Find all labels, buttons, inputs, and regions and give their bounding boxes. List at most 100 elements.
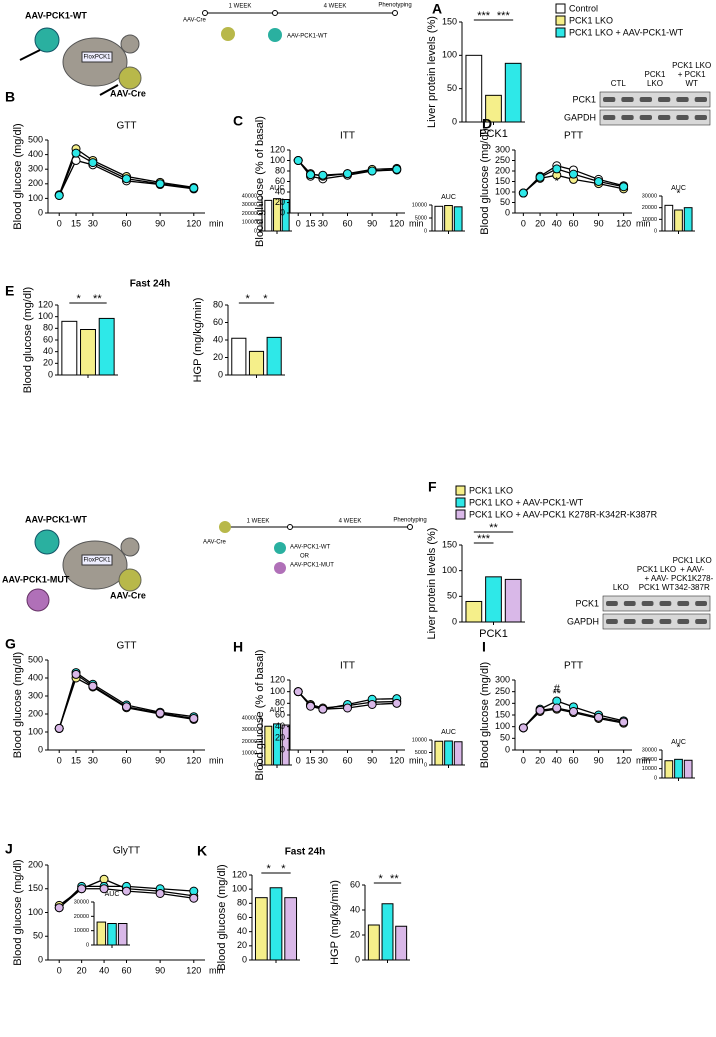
mouse-label: FloxPCK1 xyxy=(83,55,111,61)
annotation: * xyxy=(281,863,286,875)
chart-title: AUC xyxy=(671,739,686,746)
schematic: AAV-PCK1-WT AAV-PCK1-MUT FloxPCK1 AAV-Cr… xyxy=(2,514,427,612)
chart-title: AUC xyxy=(270,707,285,714)
panel-letter: D xyxy=(482,116,492,132)
y-tick-label: 60 xyxy=(237,912,247,922)
bar xyxy=(465,600,483,623)
blot-band xyxy=(676,97,689,102)
legend-swatch xyxy=(455,509,466,520)
y-tick-label: 0 xyxy=(424,762,427,768)
y-tick-label: 60 xyxy=(275,176,285,186)
y-tick-label: 30000 xyxy=(242,202,257,208)
y-tick-label: 40 xyxy=(213,334,223,344)
y-tick-label: 20 xyxy=(350,929,360,939)
y-tick-label: 200 xyxy=(28,178,43,188)
y-tick-label: 0 xyxy=(38,207,43,217)
x-tick-label: 30 xyxy=(318,218,328,228)
point xyxy=(54,190,64,200)
panel-letter: C xyxy=(233,113,243,129)
y-tick-label: 50 xyxy=(500,733,510,743)
x-tick-label: 15 xyxy=(306,218,316,228)
y-tick-label: 20000 xyxy=(242,739,257,745)
timeline-dot xyxy=(202,10,208,16)
x-tick-label: 30 xyxy=(318,755,328,765)
panel-letter: J xyxy=(5,841,13,857)
y-axis-label: Liver protein levels (%) xyxy=(426,528,438,640)
y-tick-label: 100 xyxy=(442,50,457,60)
point xyxy=(189,183,199,193)
panel-letter: K xyxy=(197,843,207,859)
y-tick-label: 60 xyxy=(275,709,285,719)
blot-row xyxy=(602,613,711,630)
y-tick-label: 20 xyxy=(275,733,285,743)
blot-row xyxy=(602,595,711,612)
y-tick-label: 0 xyxy=(654,228,657,234)
y-tick-label: 10000 xyxy=(642,766,657,772)
y-axis-label: Blood glucose (mg/dl) xyxy=(479,662,491,768)
x-tick-label: 20 xyxy=(535,755,545,765)
y-tick-label: 500 xyxy=(28,654,43,664)
panel-letter: B xyxy=(5,89,15,105)
virus-icon xyxy=(268,28,282,42)
bar xyxy=(453,206,463,232)
point xyxy=(569,169,578,179)
annotation: * xyxy=(77,293,82,305)
y-tick-label: 40000 xyxy=(242,193,257,199)
y-tick-label: 5000 xyxy=(415,215,427,221)
point xyxy=(189,893,199,903)
series-line xyxy=(58,159,194,196)
y-tick-label: 0 xyxy=(280,207,285,217)
bar xyxy=(674,209,683,232)
annotation: * xyxy=(677,189,681,200)
blot-row-label: GAPDH xyxy=(567,616,599,626)
bar xyxy=(264,725,273,766)
panel-letter: A xyxy=(432,1,442,17)
x-tick-label: 120 xyxy=(616,218,631,228)
annotation: ** xyxy=(390,873,399,885)
x-tick-label: 15 xyxy=(71,218,81,228)
point xyxy=(594,177,604,186)
y-tick-label: 0 xyxy=(505,207,510,217)
timeline-dot xyxy=(287,524,293,530)
x-tick-label: 120 xyxy=(186,755,201,765)
y-tick-label: 120 xyxy=(232,869,247,879)
x-tick-label: 60 xyxy=(342,755,352,765)
virus-icon xyxy=(118,66,142,90)
y-tick-label: 500 xyxy=(28,134,43,144)
y-tick-label: 50 xyxy=(447,591,457,601)
y-tick-label: 250 xyxy=(495,155,510,165)
y-tick-label: 80 xyxy=(237,898,247,908)
y-tick-label: 150 xyxy=(28,883,43,893)
y-tick-label: 300 xyxy=(28,690,43,700)
point xyxy=(155,708,165,718)
blot-lane-label: + AAV- xyxy=(680,565,704,574)
bar xyxy=(284,897,298,961)
x-tick-label: 60 xyxy=(121,218,131,228)
blot-lane-label: 342-387R xyxy=(675,583,710,592)
legend-label: PCK1 LKO xyxy=(569,15,613,25)
x-tick-label: 90 xyxy=(367,218,377,228)
x-tick-label: 0 xyxy=(296,755,301,765)
blot-band xyxy=(695,619,707,624)
blot-lane-label: + PCK1 xyxy=(678,70,706,79)
chart-title: GlyTT xyxy=(113,846,140,857)
x-axis-label: min xyxy=(409,218,424,228)
syringe xyxy=(19,49,41,61)
chart-title: AUC xyxy=(441,194,456,201)
y-tick-label: 200 xyxy=(28,708,43,718)
annotation: * xyxy=(263,293,268,305)
x-tick-label: 15 xyxy=(71,755,81,765)
liver xyxy=(81,51,113,63)
y-tick-label: 10000 xyxy=(412,202,427,208)
blot-band xyxy=(623,601,636,606)
point xyxy=(54,903,64,913)
x-tick-label: 15 xyxy=(306,755,316,765)
legend-swatch xyxy=(555,15,566,26)
annotation: *** xyxy=(497,10,511,22)
x-tick-label: 90 xyxy=(155,755,165,765)
blot-row-label: GAPDH xyxy=(564,112,596,122)
bar xyxy=(269,887,283,961)
y-tick-label: 80 xyxy=(43,323,53,333)
point xyxy=(535,172,545,182)
chart-title: GTT xyxy=(117,641,137,652)
